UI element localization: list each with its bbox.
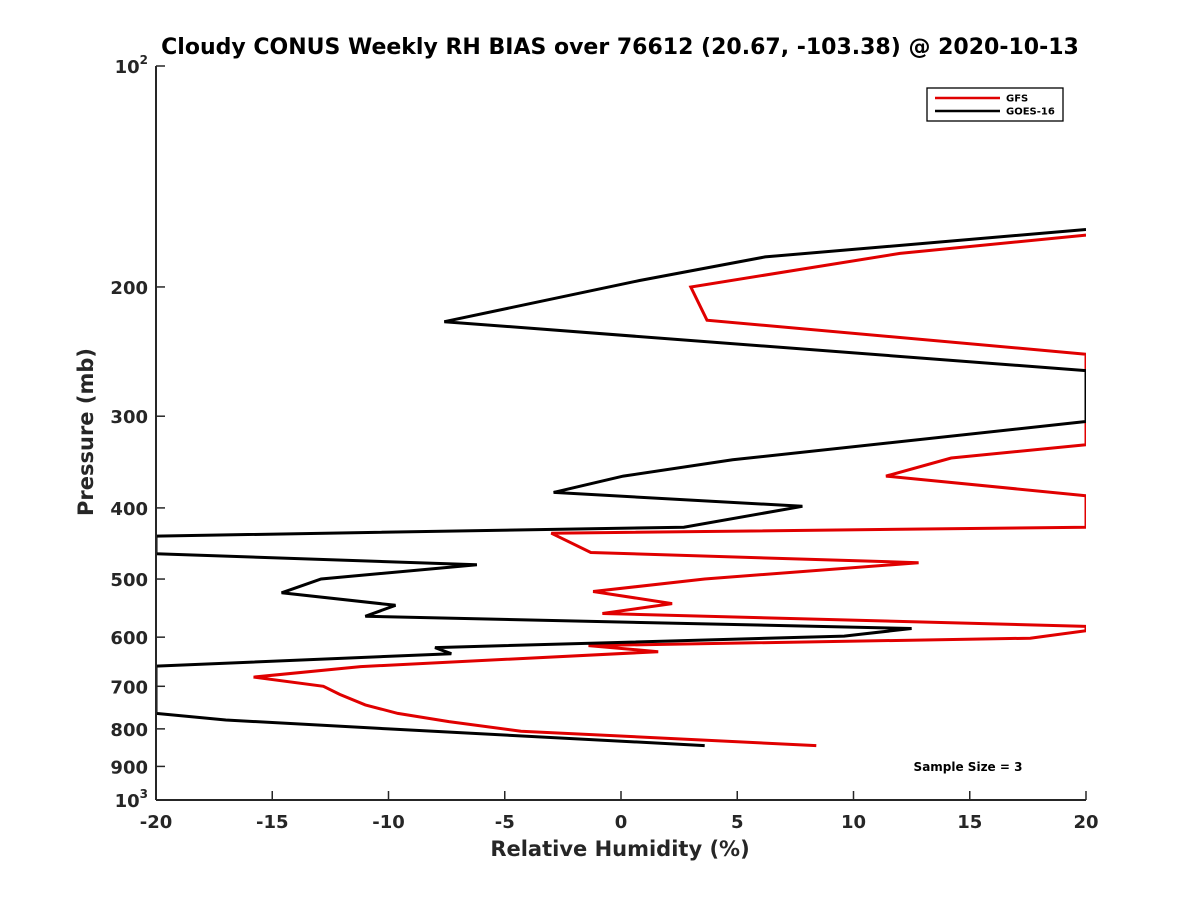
- y-tick-label: 900: [110, 757, 148, 778]
- x-axis-label: Relative Humidity (%): [490, 837, 749, 861]
- y-tick-label: 400: [110, 499, 148, 520]
- x-tick-label: -15: [256, 812, 289, 833]
- x-tick-label: -20: [140, 812, 173, 833]
- chart-title: Cloudy CONUS Weekly RH BIAS over 76612 (…: [161, 35, 1079, 60]
- legend-entry-gfs: GFS: [1006, 94, 1028, 105]
- legend: GFS GOES-16: [926, 87, 1064, 122]
- y-tick-label: 300: [110, 407, 148, 428]
- series-line-goes16: [156, 228, 1086, 748]
- y-ticks: 102 200 300 400 500 600 700 800 900 103: [110, 53, 165, 812]
- series-line-gfs: [253, 233, 1086, 748]
- y-tick-label: 600: [110, 628, 148, 649]
- y-axis-label: Pressure (mb): [74, 348, 98, 516]
- series-lines: [156, 228, 1086, 748]
- sample-size-annotation: Sample Size = 3: [914, 760, 1023, 774]
- y-tick-label: 200: [110, 278, 148, 299]
- x-tick-label: 10: [841, 812, 866, 833]
- x-tick-label: 0: [615, 812, 628, 833]
- x-tick-label: -10: [372, 812, 405, 833]
- x-ticks: -20 -15 -10 -5 0 5 10 15 20: [140, 791, 1099, 833]
- y-tick-label: 700: [110, 677, 148, 698]
- x-tick-label: 15: [957, 812, 982, 833]
- x-tick-label: 5: [731, 812, 744, 833]
- legend-entry-goes16: GOES-16: [1006, 107, 1055, 118]
- legend-box: [926, 87, 1064, 122]
- x-tick-label: 20: [1073, 812, 1098, 833]
- axes: [155, 66, 1086, 801]
- x-tick-label: -5: [495, 812, 515, 833]
- y-tick-label: 103: [115, 787, 148, 812]
- y-tick-label: 102: [115, 53, 148, 78]
- y-tick-label: 800: [110, 720, 148, 741]
- y-tick-label: 500: [110, 570, 148, 591]
